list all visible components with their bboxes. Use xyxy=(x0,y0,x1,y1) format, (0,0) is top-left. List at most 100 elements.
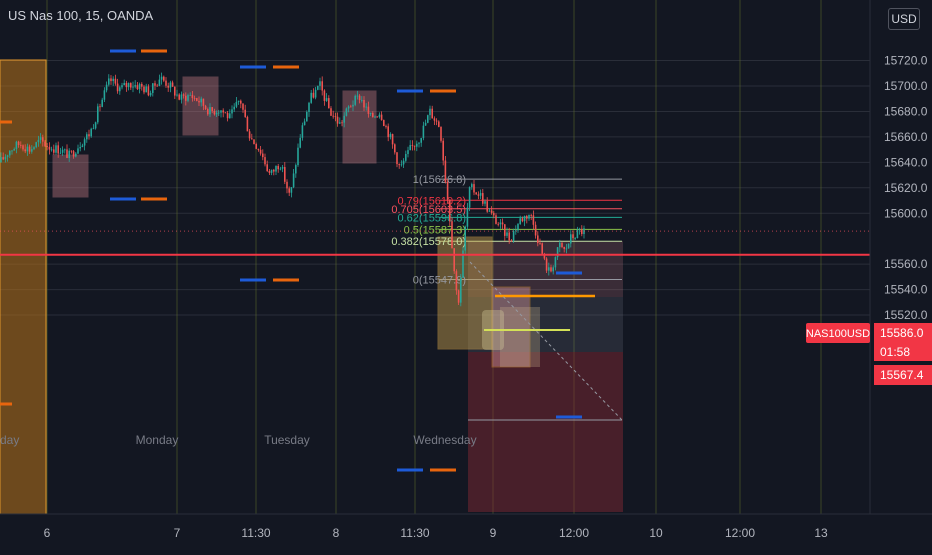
day-label: Monday xyxy=(136,433,179,447)
candle-body xyxy=(429,108,431,116)
candle-body xyxy=(576,229,579,238)
candle-body xyxy=(55,145,57,153)
candle-body xyxy=(233,106,235,110)
candle-body xyxy=(572,234,574,239)
candle-body xyxy=(198,100,200,103)
candle-body xyxy=(394,144,396,153)
candle-body xyxy=(301,125,304,138)
candle-body xyxy=(28,146,31,152)
candle-body xyxy=(264,157,266,165)
candle-body xyxy=(334,116,337,117)
candle-body xyxy=(574,237,576,239)
candle-body xyxy=(270,169,273,173)
candle-body xyxy=(405,154,407,161)
candle-body xyxy=(244,109,246,117)
candle-body xyxy=(446,181,449,200)
candle-body xyxy=(559,242,561,248)
candle-body xyxy=(6,155,9,157)
entry-zone xyxy=(468,297,623,352)
candle-body xyxy=(416,143,418,147)
candle-body xyxy=(482,193,484,204)
candle-body xyxy=(121,85,123,88)
projection-line xyxy=(469,261,623,421)
candle-body xyxy=(286,181,288,189)
candle-body xyxy=(229,113,231,119)
candle-body xyxy=(523,215,526,222)
fib-box xyxy=(491,286,531,368)
fib-level-label: 1(15626.8) xyxy=(413,174,466,186)
candle-body xyxy=(473,184,475,193)
candle-body xyxy=(202,98,205,106)
fib-level-label: 0.705(15603.5) xyxy=(391,204,466,216)
last-price-badge xyxy=(874,323,932,361)
candle-body xyxy=(26,146,29,152)
candle-body xyxy=(497,223,499,225)
candle-body xyxy=(77,148,79,154)
candle-body xyxy=(266,164,268,171)
candle-body xyxy=(17,141,20,145)
candle-body xyxy=(479,193,482,196)
candle-body xyxy=(57,145,59,154)
symbol-label-box xyxy=(806,323,870,343)
candle-body xyxy=(552,267,554,272)
candle-body xyxy=(180,94,183,100)
candle-body xyxy=(169,82,172,88)
candle-body xyxy=(297,147,299,166)
candle-body xyxy=(215,112,218,115)
candle-body xyxy=(218,112,220,114)
fib-box xyxy=(500,307,540,367)
candle-body xyxy=(103,90,106,100)
candle-body xyxy=(138,83,141,90)
candle-body xyxy=(42,137,44,142)
candle-body xyxy=(468,187,471,208)
candle-body xyxy=(565,248,568,250)
candle-body xyxy=(323,90,326,101)
candle-body xyxy=(33,147,35,150)
candle-body xyxy=(312,92,315,98)
candle-body xyxy=(328,98,330,109)
time-tick-label: 6 xyxy=(44,526,51,540)
candle-body xyxy=(369,112,372,114)
countdown-label: 01:58 xyxy=(880,345,910,359)
candle-body xyxy=(204,105,207,110)
price-tick-label: 15720.0 xyxy=(884,54,928,68)
candle-body xyxy=(59,152,62,154)
candle-body xyxy=(108,78,110,85)
candle-body xyxy=(413,145,416,147)
candle-body xyxy=(402,160,405,165)
currency-button[interactable]: USD xyxy=(888,8,920,30)
candle-body xyxy=(389,134,392,138)
candle-body xyxy=(581,229,583,235)
candle-body xyxy=(396,152,398,165)
candle-body xyxy=(160,76,163,80)
candle-body xyxy=(105,84,108,91)
fib-level-label: 0(15547.9) xyxy=(413,275,466,287)
candle-body xyxy=(152,83,154,93)
candle-body xyxy=(431,108,433,119)
candle-body xyxy=(9,150,11,156)
candle-body xyxy=(246,116,249,132)
candle-body xyxy=(460,277,462,303)
candle-body xyxy=(2,157,4,160)
candle-body xyxy=(119,87,121,92)
price-tick-label: 15620.0 xyxy=(884,181,928,195)
candle-body xyxy=(92,128,95,130)
candle-body xyxy=(110,78,112,82)
candle-body xyxy=(440,126,442,141)
candle-body xyxy=(545,258,548,271)
candle-body xyxy=(149,92,152,96)
candle-body xyxy=(123,83,125,86)
candle-body xyxy=(61,149,64,153)
candle-body xyxy=(207,109,209,115)
candle-body xyxy=(411,145,414,146)
time-tick-label: 9 xyxy=(490,526,497,540)
candle-body xyxy=(22,145,24,150)
candle-body xyxy=(532,215,535,225)
candle-body xyxy=(526,215,528,219)
candle-body xyxy=(534,224,537,236)
candle-body xyxy=(288,188,290,193)
candle-body xyxy=(350,106,352,108)
candle-body xyxy=(281,167,284,169)
